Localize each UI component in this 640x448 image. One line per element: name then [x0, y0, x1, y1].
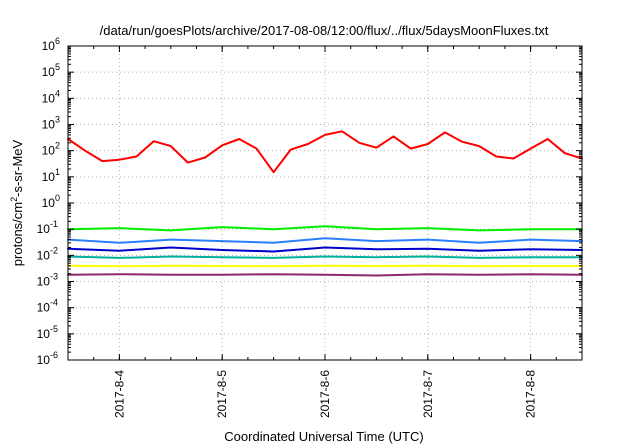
y-tick-label: 102: [42, 141, 60, 158]
y-tick-label-exp: -1: [50, 219, 58, 229]
x-axis-title: Coordinated Universal Time (UTC): [224, 429, 423, 444]
y-tick-label-base: 10: [42, 170, 56, 184]
y-tick-label-base: 10: [37, 222, 51, 236]
axis-ticks: [67, 45, 583, 361]
x-tick-label: 2017-8-4: [112, 370, 126, 418]
y-tick-label: 10-1: [37, 219, 58, 236]
y-tick-label-base: 10: [37, 353, 51, 367]
series-line: [67, 273, 583, 277]
series-line: [67, 130, 583, 174]
y-tick-labels: 10-610-510-410-310-210-11001011021031041…: [37, 36, 60, 367]
y-tick-label: 106: [42, 36, 60, 53]
grid: [68, 45, 582, 361]
y-tick-label-exp: -5: [50, 324, 58, 334]
y-tick-label-base: 10: [42, 91, 56, 105]
y-tick-label-exp: -3: [50, 272, 58, 282]
series-line: [67, 246, 583, 253]
x-tick-label: 2017-8-6: [318, 370, 332, 418]
y-tick-label: 10-4: [37, 298, 58, 315]
series-line: [67, 264, 583, 268]
series-line: [67, 237, 583, 244]
y-tick-label: 10-2: [37, 245, 58, 262]
x-tick-labels: 2017-8-4 2017-8-5 2017-8-6 2017-8-7 2017-8-8: [112, 370, 537, 418]
series-line: [67, 225, 583, 232]
y-tick-label: 10-5: [37, 324, 58, 341]
y-tick-label-base: 10: [42, 144, 56, 158]
y-tick-label-exp: 1: [55, 167, 60, 177]
y-tick-label-base: 10: [42, 39, 56, 53]
x-tick-label: 2017-8-7: [421, 370, 435, 418]
series-line: [67, 255, 583, 259]
y-tick-label-exp: 3: [55, 115, 60, 125]
chart-title: /data/run/goesPlots/archive/2017-08-08/1…: [100, 23, 549, 38]
x-tick-label: 2017-8-8: [524, 370, 538, 418]
y-tick-label-exp: 0: [55, 193, 60, 203]
y-tick-label-exp: -2: [50, 245, 58, 255]
y-tick-label-base: 10: [42, 65, 56, 79]
y-tick-label: 104: [42, 88, 60, 105]
y-tick-label-base: 10: [37, 248, 51, 262]
y-tick-label-base: 10: [37, 275, 51, 289]
y-tick-label-exp: 2: [55, 141, 60, 151]
y-tick-label-base: 10: [42, 118, 56, 132]
y-tick-label: 105: [42, 62, 60, 79]
y-tick-label: 103: [42, 115, 60, 132]
y-tick-label-exp: -6: [50, 350, 58, 360]
y-tick-label: 10-3: [37, 272, 58, 289]
series-layer: [67, 130, 583, 277]
x-tick-label: 2017-8-5: [215, 370, 229, 418]
y-tick-label-base: 10: [37, 301, 51, 315]
y-tick-label: 101: [42, 167, 60, 184]
y-tick-label-exp: 6: [55, 36, 60, 46]
y-tick-label-exp: 5: [55, 62, 60, 72]
y-axis-title: protons/cm2-s-sr-MeV: [9, 139, 25, 266]
y-tick-label: 10-6: [37, 350, 58, 367]
y-tick-label-base: 10: [37, 327, 51, 341]
y-tick-label: 100: [42, 193, 60, 210]
y-tick-label-base: 10: [42, 196, 56, 210]
y-tick-label-exp: 4: [55, 88, 60, 98]
y-tick-label-exp: -4: [50, 298, 58, 308]
